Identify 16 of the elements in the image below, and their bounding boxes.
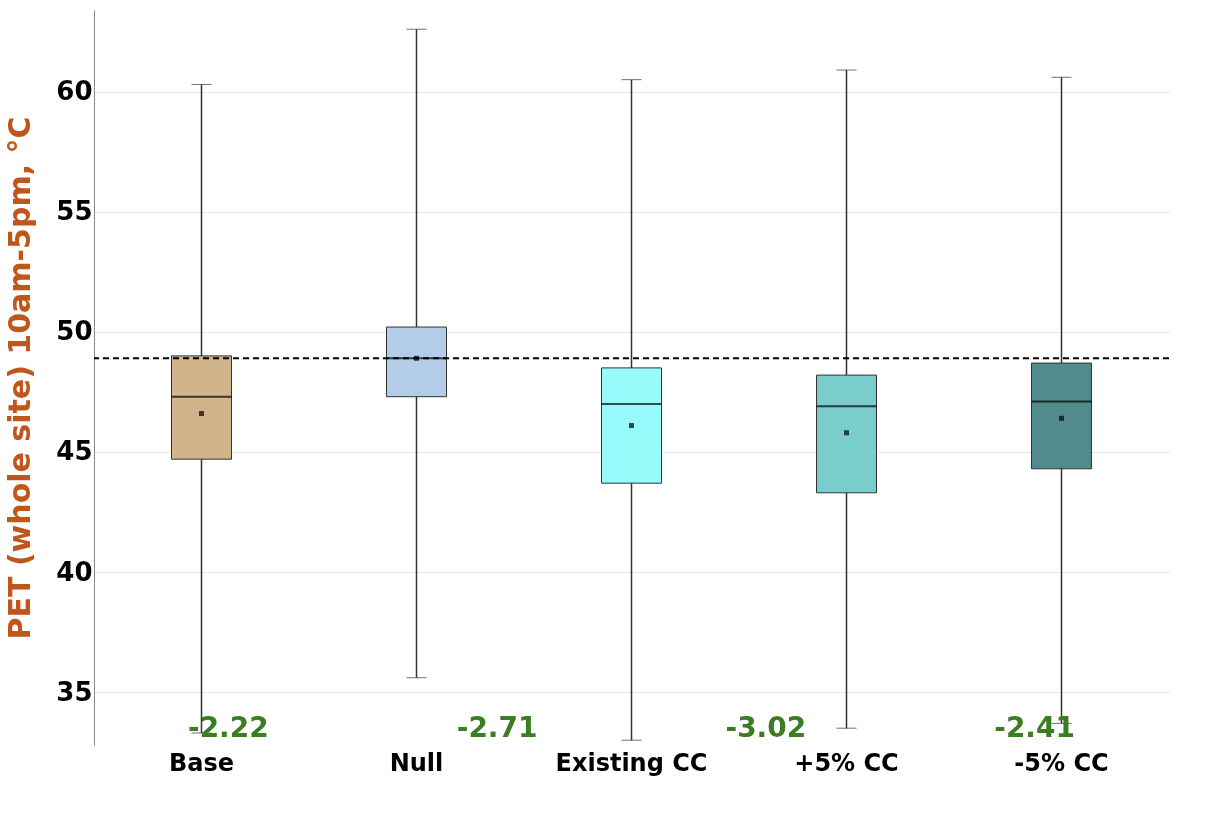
y-tick-label: 45 <box>56 436 93 467</box>
y-axis-title: PET (whole site) 10am-5pm, °C <box>2 116 38 640</box>
x-tick-label: +5% CC <box>794 748 899 777</box>
y-tick-label: 55 <box>56 196 93 227</box>
x-tick-label: Base <box>168 748 235 777</box>
y-tick-label: 40 <box>56 556 93 587</box>
x-tick-label: -5% CC <box>1014 748 1109 777</box>
y-tick-label: 35 <box>56 676 93 707</box>
x-tick-label: Existing CC <box>555 748 708 777</box>
annotation: -2.22 <box>188 711 269 744</box>
x-tick-label: Null <box>389 748 444 777</box>
y-tick-label: 60 <box>56 76 93 107</box>
annotation: -2.41 <box>994 711 1075 744</box>
annotation: -2.71 <box>456 711 538 744</box>
y-tick-label: 50 <box>56 316 93 347</box>
annotation: -3.02 <box>725 711 807 744</box>
